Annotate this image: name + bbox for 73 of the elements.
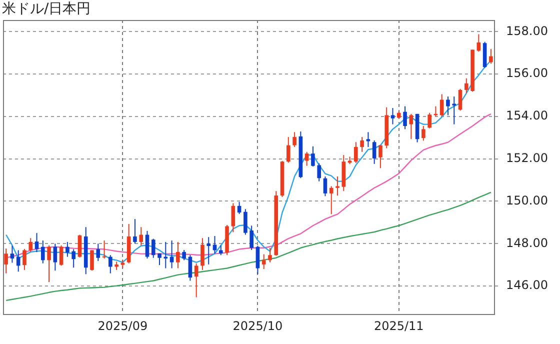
x-tick-label: 2025/09 xyxy=(98,318,148,333)
candlestick xyxy=(10,245,14,264)
y-tick-label: 154.00 xyxy=(506,108,548,123)
candlestick xyxy=(206,236,211,265)
candlestick xyxy=(4,248,8,274)
candlestick xyxy=(366,132,370,148)
candlestick xyxy=(428,112,432,129)
candlestick xyxy=(188,254,192,282)
candlestick xyxy=(231,202,236,233)
candlestick xyxy=(78,234,82,258)
candlestick xyxy=(268,247,272,263)
candlestick xyxy=(311,146,315,167)
candlestick xyxy=(194,262,198,298)
candlestick xyxy=(464,78,468,94)
candlestick xyxy=(304,151,309,166)
candlestick xyxy=(262,254,266,270)
candlestick xyxy=(452,96,456,125)
y-tick-label: 156.00 xyxy=(506,66,548,80)
candlestick xyxy=(170,240,174,269)
candlestick xyxy=(212,236,217,254)
candlestick xyxy=(47,244,51,283)
candlestick xyxy=(458,88,462,112)
candlestick xyxy=(139,226,143,246)
candlestick xyxy=(250,225,254,251)
candlestick xyxy=(360,136,364,152)
candlestick xyxy=(286,136,290,164)
y-tick-label: 148.00 xyxy=(506,236,548,250)
candlestick xyxy=(108,254,112,274)
candlestick xyxy=(489,48,493,64)
chart-title: 米ドル/日本円 xyxy=(2,0,91,18)
candlestick xyxy=(329,186,334,215)
candlestick xyxy=(317,162,321,182)
candlestick xyxy=(22,248,26,270)
candlestick xyxy=(292,132,296,148)
candlestick xyxy=(256,245,260,275)
candlestick xyxy=(182,250,186,261)
candlestick xyxy=(372,140,376,164)
x-tick-label: 2025/11 xyxy=(374,318,424,333)
candlestick xyxy=(218,244,223,256)
candlestick xyxy=(164,241,168,269)
candlestick xyxy=(102,240,106,259)
y-tick-label: 150.00 xyxy=(506,193,548,208)
candlestick xyxy=(482,41,487,68)
y-tick-label: 158.00 xyxy=(506,24,548,38)
candlestick xyxy=(34,232,39,253)
candlestick xyxy=(323,176,328,197)
candlestick xyxy=(440,94,444,117)
candlestick xyxy=(244,208,248,236)
candlestick xyxy=(72,248,76,268)
candlestick xyxy=(390,107,395,125)
y-tick-label: 152.00 xyxy=(506,150,548,165)
candlestick xyxy=(237,201,242,214)
x-tick-label: 2025/10 xyxy=(232,318,283,333)
candlestick xyxy=(90,250,94,272)
candlestick xyxy=(446,96,450,116)
candlestick xyxy=(145,230,150,259)
candlestick xyxy=(176,241,180,269)
candlestick xyxy=(403,106,407,130)
candlestick xyxy=(151,238,156,258)
candlestick xyxy=(133,218,137,244)
candlestick xyxy=(336,176,340,196)
candlestick xyxy=(66,241,70,258)
candlestick xyxy=(40,240,45,264)
candlestick xyxy=(354,142,358,164)
candlestick xyxy=(200,238,204,270)
candlestick xyxy=(378,144,382,169)
candlestick xyxy=(59,244,64,266)
y-tick-label: 146.00 xyxy=(506,278,548,292)
candlestick xyxy=(53,243,58,272)
candlestick xyxy=(409,113,414,140)
candlestick xyxy=(422,125,426,142)
candlestick xyxy=(96,243,100,262)
candlestick xyxy=(28,238,33,253)
